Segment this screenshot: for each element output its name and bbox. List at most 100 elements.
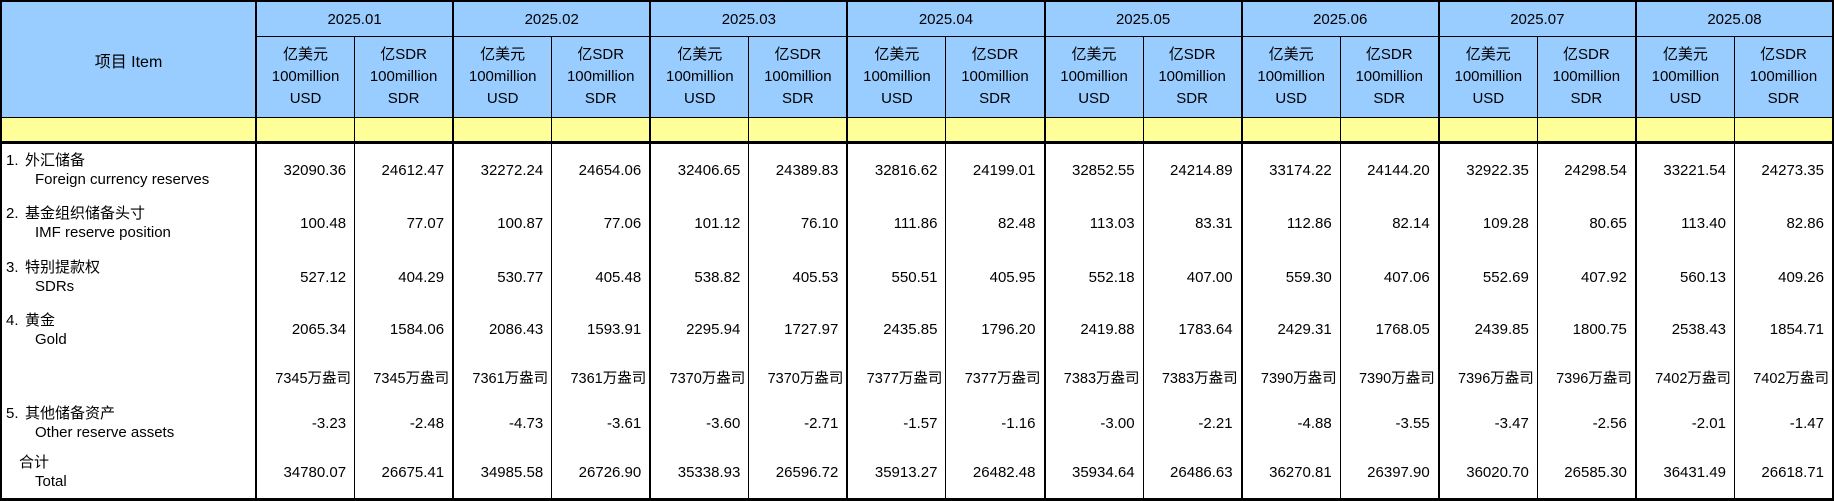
value-cell: 36270.81 bbox=[1240, 446, 1341, 500]
value-cell: 32272.24 bbox=[452, 142, 552, 197]
value-cell: 1584.06 bbox=[354, 304, 454, 356]
separator-cell bbox=[1043, 117, 1144, 144]
unit-header-usd: 亿美元 100million USD bbox=[1043, 36, 1144, 118]
month-header: 2025.01 bbox=[254, 1, 454, 37]
value-cell: 405.48 bbox=[551, 250, 651, 305]
row-label: 4. 黄金 Gold bbox=[1, 304, 256, 356]
gold-ounces-cell: 7345万盎司 bbox=[255, 355, 355, 400]
value-cell: 24273.35 bbox=[1733, 142, 1833, 197]
value-cell: -1.47 bbox=[1733, 399, 1833, 447]
row-number: 2. bbox=[6, 205, 19, 223]
value-cell: 77.07 bbox=[354, 196, 454, 251]
row-label-en: Total bbox=[35, 473, 67, 491]
value-cell: 26585.30 bbox=[1536, 446, 1636, 500]
unit-header-usd: 亿美元 100million USD bbox=[649, 36, 749, 118]
table-row: 合计 Total 34780.07 26675.41 34985.58 26726.90 3… bbox=[1, 446, 1833, 500]
value-cell: 33174.22 bbox=[1240, 142, 1341, 197]
table-body: 1. 外汇储备 Foreign currency reserves 32090.36 2… bbox=[1, 142, 1833, 500]
value-cell: 2065.34 bbox=[255, 304, 355, 356]
gold-ounces-cell: 7361万盎司 bbox=[452, 355, 552, 400]
value-cell: 24298.54 bbox=[1536, 142, 1636, 197]
value-cell: 26486.63 bbox=[1142, 446, 1242, 500]
value-cell: 111.86 bbox=[846, 196, 946, 251]
value-cell: 100.87 bbox=[452, 196, 552, 251]
unit-header-usd: 亿美元 100million USD bbox=[255, 36, 355, 118]
value-cell: -2.21 bbox=[1142, 399, 1242, 447]
value-cell: -2.71 bbox=[748, 399, 848, 447]
value-cell: 527.12 bbox=[255, 250, 355, 305]
value-cell: -3.23 bbox=[255, 399, 355, 447]
value-cell: 34985.58 bbox=[452, 446, 552, 500]
row-label-en: Other reserve assets bbox=[35, 424, 175, 442]
value-cell: 1727.97 bbox=[748, 304, 848, 356]
gold-ounces-cell: 7390万盎司 bbox=[1240, 355, 1341, 400]
gold-ounces-cell: 7370万盎司 bbox=[748, 355, 848, 400]
gold-ounces-cell: 7361万盎司 bbox=[551, 355, 651, 400]
value-cell: 80.65 bbox=[1536, 196, 1636, 251]
row-label-zh: 基金组织储备头寸 bbox=[25, 205, 146, 223]
value-cell: 36020.70 bbox=[1437, 446, 1538, 500]
value-cell: 1768.05 bbox=[1339, 304, 1439, 356]
unit-header-sdr: 亿SDR 100million SDR bbox=[1733, 36, 1833, 118]
value-cell: 405.53 bbox=[748, 250, 848, 305]
table-header: 项目 Item 2025.01 2025.02 2025.03 2025.04 2025.… bbox=[1, 1, 1833, 144]
unit-header-usd: 亿美元 100million USD bbox=[1437, 36, 1538, 118]
separator-cell bbox=[846, 117, 946, 144]
value-cell: 24389.83 bbox=[748, 142, 848, 197]
separator-cell bbox=[551, 117, 651, 144]
row-label-en: Gold bbox=[35, 330, 67, 348]
value-cell: 26397.90 bbox=[1339, 446, 1439, 500]
value-cell: 2429.31 bbox=[1240, 304, 1341, 356]
value-cell: 552.69 bbox=[1437, 250, 1538, 305]
value-cell: 35338.93 bbox=[649, 446, 749, 500]
month-header: 2025.03 bbox=[649, 1, 848, 37]
gold-ounces-cell: 7377万盎司 bbox=[945, 355, 1045, 400]
month-header: 2025.07 bbox=[1437, 1, 1636, 37]
value-cell: 24214.89 bbox=[1142, 142, 1242, 197]
value-cell: 1854.71 bbox=[1733, 304, 1833, 356]
value-cell: 409.26 bbox=[1733, 250, 1833, 305]
gold-ounces-cell: 7370万盎司 bbox=[649, 355, 749, 400]
value-cell: 24144.20 bbox=[1339, 142, 1439, 197]
value-cell: 26726.90 bbox=[551, 446, 651, 500]
value-cell: 24654.06 bbox=[551, 142, 651, 197]
row-label-en: Foreign currency reserves bbox=[35, 171, 210, 189]
table-row: 3. 特别提款权 SDRs 527.12 404.29 530.77 405.48 538.8… bbox=[1, 250, 1833, 305]
value-cell: 77.06 bbox=[551, 196, 651, 251]
value-cell: 112.86 bbox=[1240, 196, 1341, 251]
row-label: 1. 外汇储备 Foreign currency reserves bbox=[1, 142, 256, 197]
value-cell: 26596.72 bbox=[748, 446, 848, 500]
value-cell: 560.13 bbox=[1634, 250, 1735, 305]
value-cell: 1796.20 bbox=[945, 304, 1045, 356]
value-cell: -4.73 bbox=[452, 399, 552, 447]
gold-ounces-cell: 7345万盎司 bbox=[354, 355, 454, 400]
value-cell: 407.00 bbox=[1142, 250, 1242, 305]
separator-cell bbox=[748, 117, 848, 144]
unit-header-usd: 亿美元 100million USD bbox=[1634, 36, 1735, 118]
row-number: 5. bbox=[6, 405, 19, 423]
value-cell: 32090.36 bbox=[255, 142, 355, 197]
separator-cell bbox=[1240, 117, 1341, 144]
value-cell: 2439.85 bbox=[1437, 304, 1538, 356]
separator-cell bbox=[1634, 117, 1735, 144]
value-cell: -1.16 bbox=[945, 399, 1045, 447]
value-cell: 35934.64 bbox=[1043, 446, 1144, 500]
row-label-zh: 特别提款权 bbox=[25, 259, 101, 277]
value-cell: 113.40 bbox=[1634, 196, 1735, 251]
value-cell: -3.47 bbox=[1437, 399, 1538, 447]
value-cell: 26675.41 bbox=[354, 446, 454, 500]
value-cell: 538.82 bbox=[649, 250, 749, 305]
header-row-months: 项目 Item 2025.01 2025.02 2025.03 2025.04 2025.… bbox=[1, 1, 1833, 118]
value-cell: -3.00 bbox=[1043, 399, 1144, 447]
separator-cell bbox=[945, 117, 1045, 144]
separator-cell bbox=[1733, 117, 1833, 144]
value-cell: 2086.43 bbox=[452, 304, 552, 356]
row-label-zh: 黄金 bbox=[25, 311, 56, 329]
value-cell: 32406.65 bbox=[649, 142, 749, 197]
value-cell: -2.01 bbox=[1634, 399, 1735, 447]
month-header: 2025.08 bbox=[1634, 1, 1833, 37]
row-number: 4. bbox=[6, 311, 19, 329]
value-cell: 2538.43 bbox=[1634, 304, 1735, 356]
value-cell: 34780.07 bbox=[255, 446, 355, 500]
